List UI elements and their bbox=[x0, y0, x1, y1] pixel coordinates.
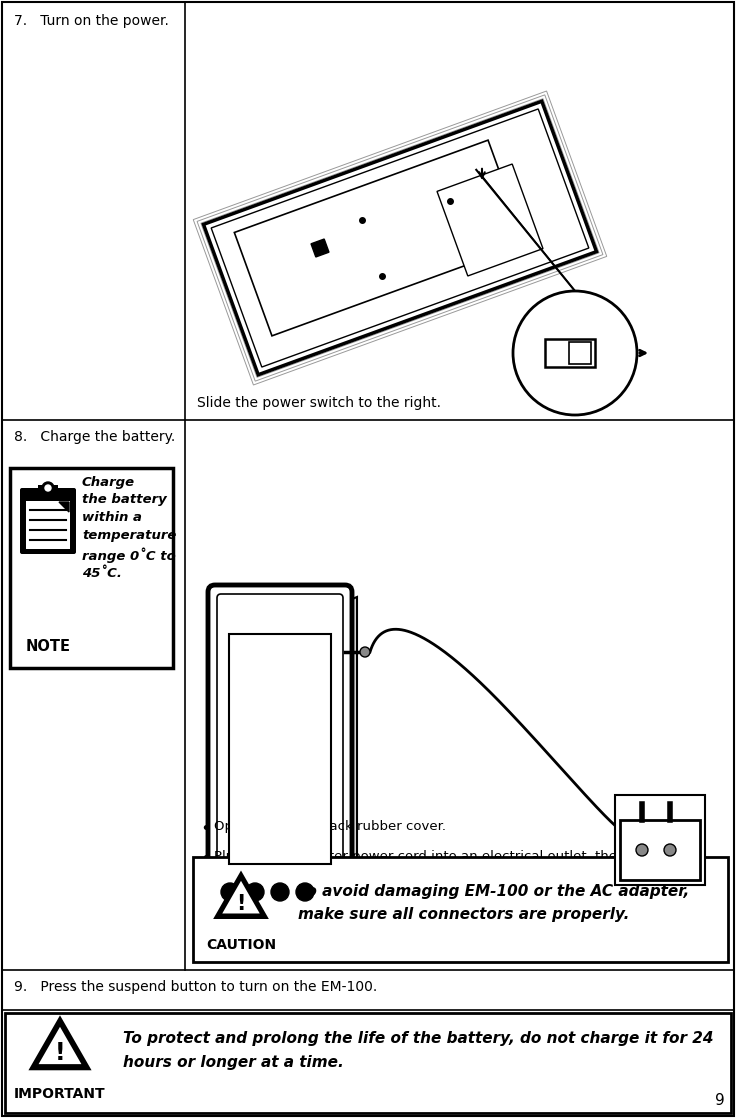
Text: 9.   Press the suspend button to turn on the EM-100.: 9. Press the suspend button to turn on t… bbox=[14, 980, 378, 994]
Text: Open the power jack rubber cover.: Open the power jack rubber cover. bbox=[214, 819, 446, 833]
Polygon shape bbox=[38, 1026, 82, 1064]
Text: make sure all connectors are properly.: make sure all connectors are properly. bbox=[298, 907, 629, 922]
Text: Slide the power switch to the right.: Slide the power switch to the right. bbox=[197, 396, 441, 410]
Bar bbox=[193, 858, 728, 961]
Circle shape bbox=[221, 883, 239, 901]
FancyBboxPatch shape bbox=[26, 501, 70, 549]
Bar bbox=[545, 339, 595, 367]
Polygon shape bbox=[211, 108, 589, 367]
Text: the DC plug of the adapter cable to the EM-100. It takes approximately: the DC plug of the adapter cable to the … bbox=[214, 866, 688, 880]
Text: 7.   Turn on the power.: 7. Turn on the power. bbox=[14, 15, 169, 28]
Bar bbox=[5, 1013, 731, 1114]
Polygon shape bbox=[234, 140, 526, 335]
Text: Charge
the battery
within a
temperature
range 0˚C to
45˚C.: Charge the battery within a temperature … bbox=[82, 476, 177, 580]
FancyBboxPatch shape bbox=[208, 585, 352, 929]
Text: 2–4 hours to fully charge the battery for the first time. Subsequent: 2–4 hours to fully charge the battery fo… bbox=[214, 884, 661, 897]
Bar bbox=[615, 795, 705, 885]
Text: To protect and prolong the life of the battery, do not charge it for 24: To protect and prolong the life of the b… bbox=[123, 1031, 713, 1046]
Text: To avoid damaging EM-100 or the AC adapter,: To avoid damaging EM-100 or the AC adapt… bbox=[298, 884, 689, 899]
Text: hours or longer at a time.: hours or longer at a time. bbox=[123, 1055, 344, 1070]
Text: •: • bbox=[200, 819, 210, 838]
Circle shape bbox=[246, 883, 264, 901]
Text: •: • bbox=[200, 850, 210, 868]
Circle shape bbox=[513, 291, 637, 415]
Text: 8.   Charge the battery.: 8. Charge the battery. bbox=[14, 430, 175, 444]
Circle shape bbox=[636, 844, 648, 856]
Circle shape bbox=[42, 482, 54, 494]
Text: !: ! bbox=[54, 1041, 66, 1065]
Circle shape bbox=[271, 883, 289, 901]
Text: Plug the AC adapter power cord into an electrical outlet, then connect: Plug the AC adapter power cord into an e… bbox=[214, 850, 683, 863]
FancyBboxPatch shape bbox=[20, 487, 76, 555]
Polygon shape bbox=[222, 881, 260, 913]
Bar bbox=[38, 485, 58, 495]
Circle shape bbox=[45, 485, 51, 491]
Polygon shape bbox=[437, 164, 543, 276]
Polygon shape bbox=[311, 239, 329, 257]
Polygon shape bbox=[203, 102, 596, 375]
Text: NOTE: NOTE bbox=[26, 639, 71, 654]
FancyBboxPatch shape bbox=[217, 594, 343, 920]
Bar bbox=[620, 819, 700, 880]
Text: 9: 9 bbox=[715, 1093, 725, 1108]
Polygon shape bbox=[345, 597, 357, 907]
Bar bbox=[10, 468, 173, 667]
Polygon shape bbox=[215, 873, 267, 918]
Bar bbox=[569, 342, 591, 364]
Text: IMPORTANT: IMPORTANT bbox=[14, 1087, 106, 1101]
Text: CAUTION: CAUTION bbox=[206, 938, 276, 953]
Circle shape bbox=[296, 883, 314, 901]
Circle shape bbox=[664, 844, 676, 856]
Text: !: ! bbox=[236, 894, 246, 915]
Circle shape bbox=[360, 647, 370, 657]
Polygon shape bbox=[30, 1017, 90, 1069]
Text: charges might take longer.: charges might take longer. bbox=[214, 901, 393, 915]
Polygon shape bbox=[59, 502, 69, 512]
Bar bbox=[229, 634, 331, 864]
